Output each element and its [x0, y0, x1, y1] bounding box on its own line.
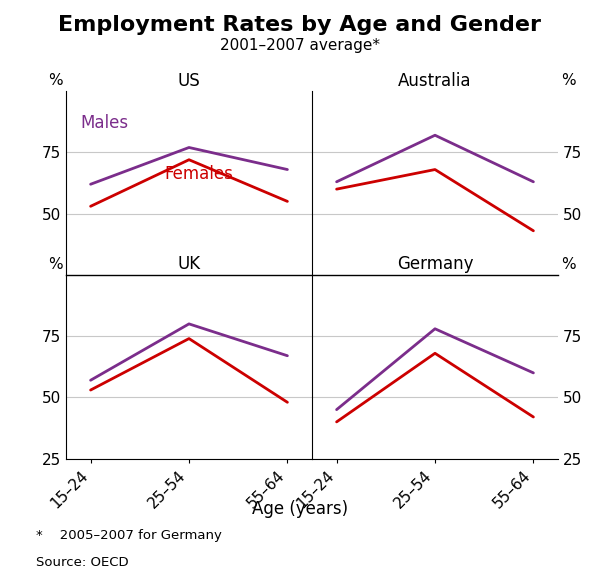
Text: 2001–2007 average*: 2001–2007 average* — [220, 38, 380, 54]
Title: Germany: Germany — [397, 255, 473, 273]
Text: Males: Males — [81, 114, 129, 132]
Title: UK: UK — [178, 255, 200, 273]
Text: %: % — [561, 73, 575, 88]
Text: *    2005–2007 for Germany: * 2005–2007 for Germany — [36, 529, 222, 542]
Text: Females: Females — [164, 165, 233, 183]
Text: %: % — [561, 257, 575, 272]
Title: US: US — [178, 72, 200, 89]
Text: %: % — [49, 257, 63, 272]
Text: Employment Rates by Age and Gender: Employment Rates by Age and Gender — [59, 15, 542, 35]
Text: %: % — [49, 73, 63, 88]
Title: Australia: Australia — [398, 72, 472, 89]
Text: Age (years): Age (years) — [252, 500, 348, 517]
Text: Source: OECD: Source: OECD — [36, 556, 128, 569]
